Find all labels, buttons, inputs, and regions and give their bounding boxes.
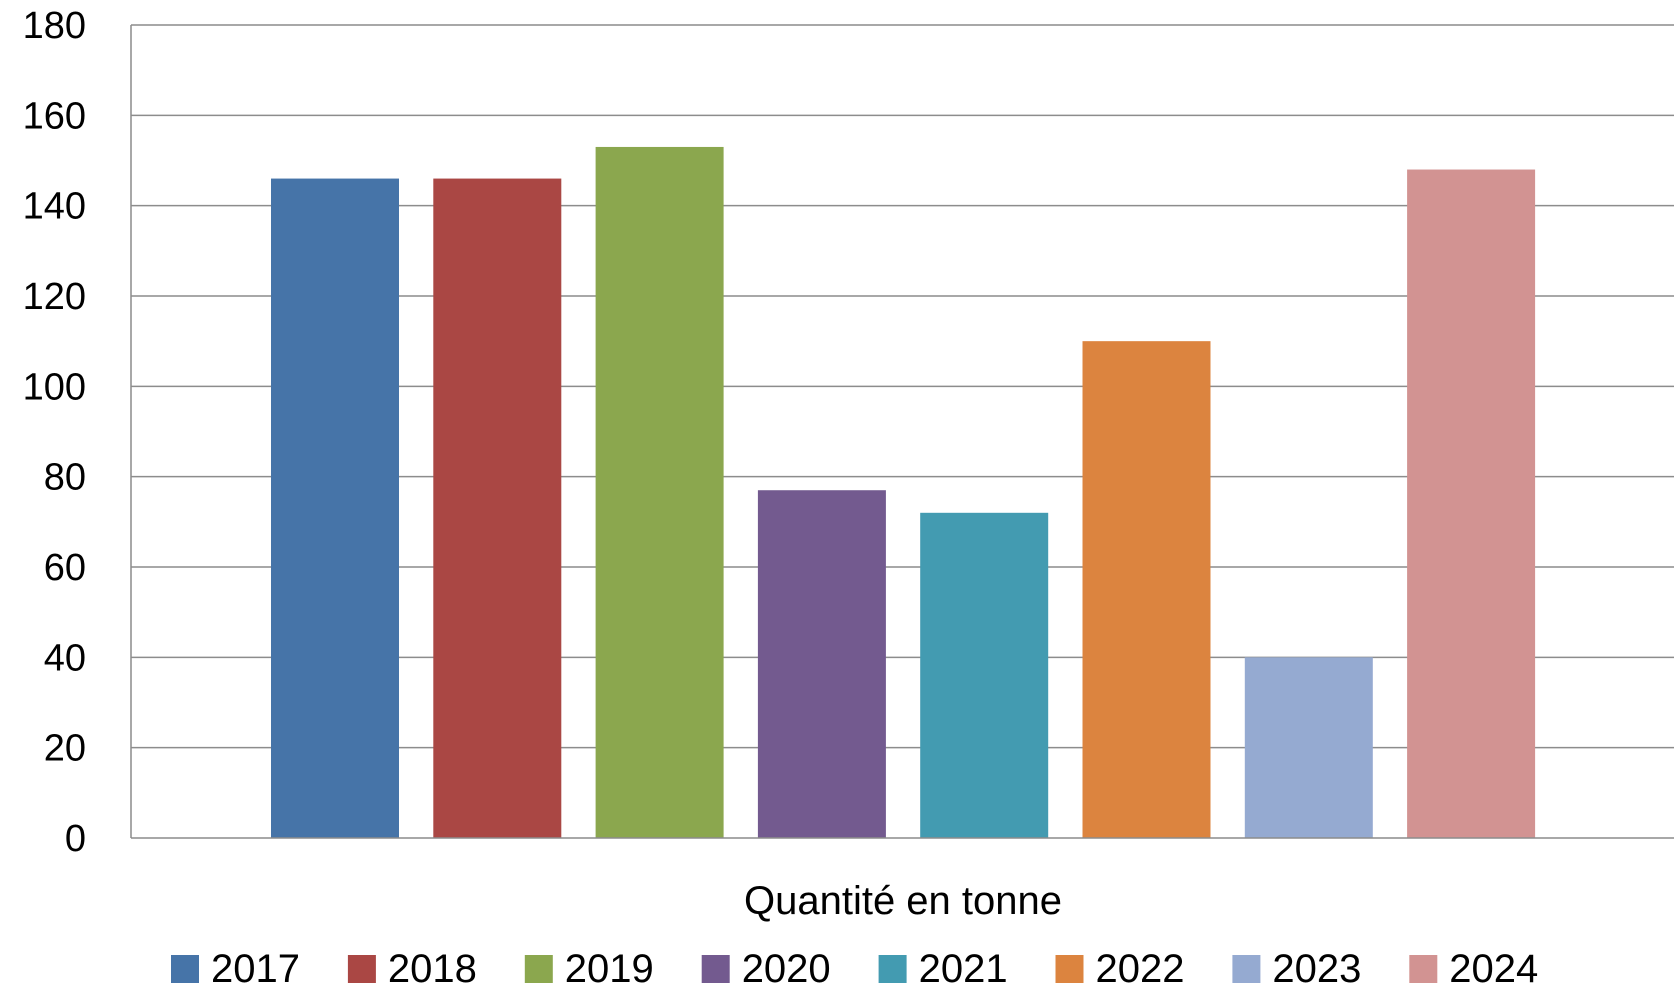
- legend-label: 2021: [919, 947, 1008, 991]
- legend-swatch: [524, 955, 553, 983]
- legend-item-2018: 2018: [347, 947, 477, 991]
- legend-item-2022: 2022: [1055, 947, 1185, 991]
- legend-item-2024: 2024: [1409, 947, 1538, 991]
- y-tick-label: 0: [65, 818, 86, 860]
- legend-swatch: [347, 955, 376, 983]
- bar-2024: [1407, 169, 1536, 839]
- y-axis-tick-labels: 0 20 40 60 80 100 120 140 160 180: [23, 5, 86, 860]
- x-axis-label: Quantité en tonne: [744, 879, 1062, 923]
- y-tick-label: 180: [23, 5, 86, 47]
- bar-2019: [595, 146, 724, 838]
- y-tick-label: 20: [44, 728, 86, 770]
- legend-item-2017: 2017: [171, 947, 300, 991]
- bar-2017: [271, 178, 399, 839]
- legend-label: 2024: [1449, 947, 1538, 991]
- bar-2023: [1244, 657, 1373, 838]
- axes: [130, 25, 1674, 839]
- bar-2022: [1082, 341, 1211, 838]
- legend: 2017 2018 2019 2020 2021 2022 2023 2024: [171, 947, 1538, 991]
- legend-item-2020: 2020: [701, 947, 831, 991]
- legend-swatch: [1409, 955, 1438, 983]
- legend-label: 2022: [1096, 947, 1185, 991]
- legend-swatch: [878, 955, 907, 983]
- legend-label: 2018: [388, 947, 477, 991]
- legend-swatch: [1055, 955, 1084, 983]
- y-tick-label: 60: [44, 547, 86, 589]
- y-tick-label: 100: [23, 366, 86, 408]
- legend-swatch: [701, 955, 730, 983]
- bar-2018: [433, 178, 562, 839]
- legend-label: 2023: [1272, 947, 1361, 991]
- y-tick-label: 140: [23, 186, 86, 228]
- y-tick-label: 40: [44, 637, 86, 679]
- legend-swatch: [171, 955, 199, 983]
- bars: [271, 146, 1536, 839]
- bar-2021: [920, 512, 1049, 838]
- bar-2020: [757, 490, 886, 838]
- legend-label: 2020: [742, 947, 831, 991]
- legend-label: 2017: [211, 947, 300, 991]
- legend-item-2019: 2019: [524, 947, 654, 991]
- legend-swatch: [1232, 955, 1261, 983]
- y-tick-label: 80: [44, 457, 86, 499]
- legend-label: 2019: [565, 947, 654, 991]
- y-tick-label: 160: [23, 95, 86, 137]
- legend-item-2023: 2023: [1232, 947, 1361, 991]
- legend-item-2021: 2021: [878, 947, 1008, 991]
- y-tick-label: 120: [23, 276, 86, 318]
